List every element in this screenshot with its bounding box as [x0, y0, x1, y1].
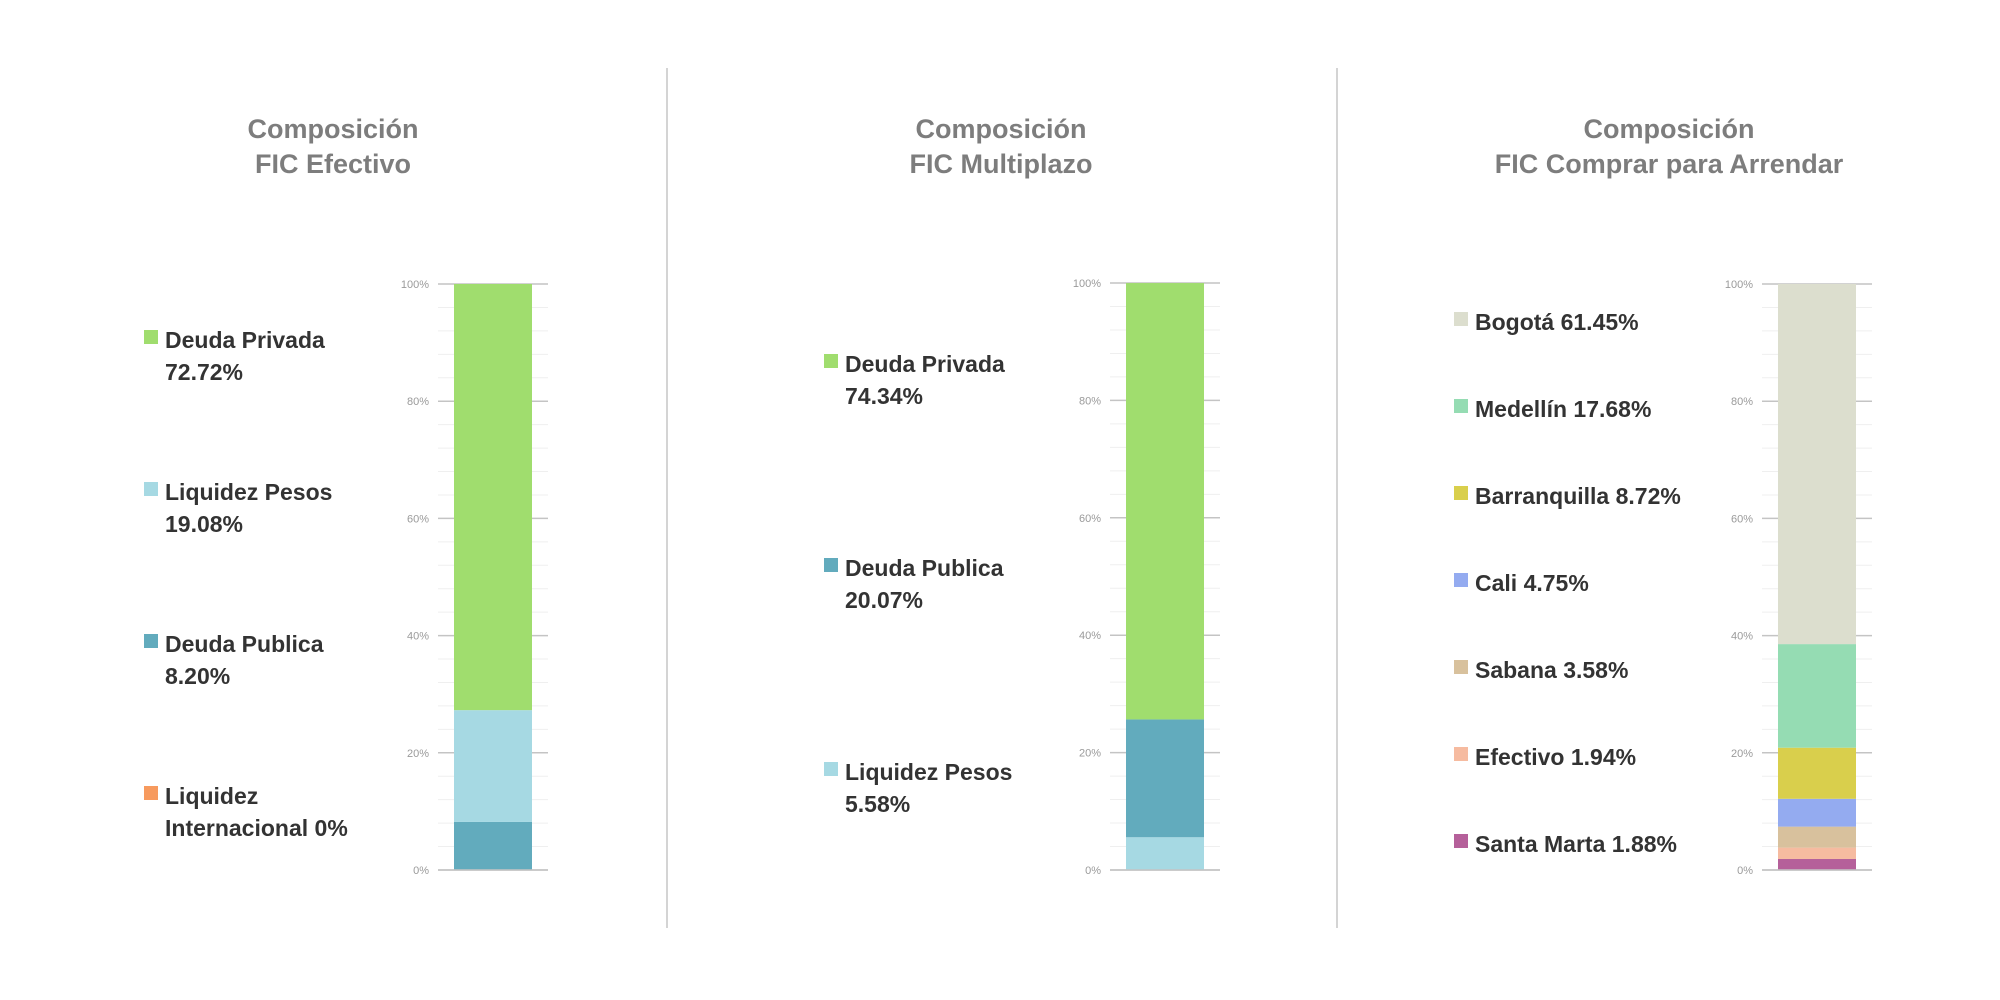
- chart-title-line2: FIC Efectivo: [254, 149, 412, 179]
- legend-label: Sabana 3.58%: [1475, 657, 1629, 683]
- legend-label: Deuda Publica: [845, 555, 1004, 581]
- legend-swatch: [1454, 660, 1468, 674]
- bar-segment: [1778, 798, 1856, 827]
- legend-value: Internacional 0%: [165, 815, 348, 841]
- panel-divider: [666, 68, 668, 928]
- legend-swatch: [824, 354, 838, 368]
- bar-segment: [1778, 747, 1856, 799]
- legend-label: Liquidez Pesos: [845, 759, 1013, 785]
- bar-segment: [1778, 847, 1856, 859]
- y-tick-label: 80%: [407, 396, 429, 408]
- bar-segment: [1126, 283, 1204, 720]
- bar-segment: [1126, 837, 1204, 870]
- legend-swatch: [824, 762, 838, 776]
- y-tick-label: 100%: [401, 279, 429, 291]
- chart-title: Composición FIC Multiplazo: [668, 112, 1334, 182]
- stacked-bar-chart: 0% 20% 40% 60% 80% 100%: [1073, 278, 1220, 877]
- chart-title-line1: Composición: [915, 114, 1087, 144]
- legend-label: Deuda Privada: [845, 351, 1005, 377]
- y-tick-label: 60%: [407, 513, 429, 525]
- legend-value: 72.72%: [165, 359, 244, 385]
- legend-swatch: [1454, 312, 1468, 326]
- legend-swatch: [1454, 747, 1468, 761]
- legend-swatch: [144, 482, 158, 496]
- y-tick-label: 20%: [407, 748, 429, 760]
- bar-segment: [454, 821, 532, 870]
- chart-panel-efectivo: Composición FIC Efectivo Deuda Privada 72…: [0, 0, 666, 1000]
- legend-label: Deuda Privada: [165, 327, 325, 353]
- legend-swatch: [1454, 573, 1468, 587]
- legend-label: Liquidez Pesos: [165, 479, 333, 505]
- legend-label: Barranquilla 8.72%: [1475, 483, 1681, 509]
- y-tick-label: 0%: [1737, 865, 1753, 877]
- legend-swatch: [144, 330, 158, 344]
- stacked-bar-chart: 0% 20% 40% 60% 80% 100%: [1725, 279, 1872, 877]
- legend-value: 19.08%: [165, 511, 244, 537]
- legend-swatch: [144, 786, 158, 800]
- y-tick-label: 80%: [1079, 395, 1101, 407]
- y-tick-label: 100%: [1725, 279, 1753, 291]
- y-tick-label: 40%: [407, 631, 429, 643]
- bar-segment: [1126, 719, 1204, 838]
- legend-swatch: [1454, 834, 1468, 848]
- legend-label: Medellín 17.68%: [1475, 396, 1652, 422]
- bar-segment: [1778, 644, 1856, 748]
- chart-title-line2: FIC Multiplazo: [909, 149, 1093, 179]
- legend-value: 74.34%: [845, 383, 924, 409]
- legend-value: 5.58%: [845, 791, 911, 817]
- stacked-bar-chart: 0% 20% 40% 60% 80% 100%: [401, 279, 548, 877]
- bar-segment: [1778, 284, 1856, 645]
- legend-label: Cali 4.75%: [1475, 570, 1589, 596]
- legend-label: Efectivo 1.94%: [1475, 744, 1637, 770]
- y-tick-label: 40%: [1079, 630, 1101, 642]
- chart-panel-multiplazo: Composición FIC Multiplazo Deuda Privada…: [668, 0, 1334, 1000]
- bar-segment: [454, 710, 532, 822]
- y-tick-label: 60%: [1731, 513, 1753, 525]
- y-tick-label: 20%: [1079, 748, 1101, 760]
- y-tick-label: 40%: [1731, 631, 1753, 643]
- legend-label: Liquidez: [165, 783, 259, 809]
- chart-title: Composición FIC Efectivo: [0, 112, 666, 182]
- chart-title-line1: Composición: [1583, 114, 1755, 144]
- chart-title-line1: Composición: [247, 114, 419, 144]
- bar-segment: [1778, 826, 1856, 848]
- legend-swatch: [1454, 399, 1468, 413]
- y-tick-label: 0%: [413, 865, 429, 877]
- legend-label: Bogotá 61.45%: [1475, 309, 1639, 335]
- chart-panel-comprar-para-arrendar: Composición FIC Comprar para Arrendar Bo…: [1338, 0, 2000, 1000]
- legend-value: 8.20%: [165, 663, 231, 689]
- legend-swatch: [1454, 486, 1468, 500]
- y-tick-label: 80%: [1731, 396, 1753, 408]
- legend-label: Santa Marta 1.88%: [1475, 831, 1677, 857]
- chart-title: Composición FIC Comprar para Arrendar: [1338, 112, 2000, 182]
- chart-title-line2: FIC Comprar para Arrendar: [1494, 149, 1844, 179]
- legend-swatch: [144, 634, 158, 648]
- y-tick-label: 20%: [1731, 748, 1753, 760]
- panel-divider: [1336, 68, 1338, 928]
- y-tick-label: 60%: [1079, 513, 1101, 525]
- y-tick-label: 0%: [1085, 865, 1101, 877]
- legend-label: Deuda Publica: [165, 631, 324, 657]
- bar-segment: [1778, 858, 1856, 870]
- legend-swatch: [824, 558, 838, 572]
- y-tick-label: 100%: [1073, 278, 1101, 290]
- legend-value: 20.07%: [845, 587, 924, 613]
- bar-segment: [454, 284, 532, 711]
